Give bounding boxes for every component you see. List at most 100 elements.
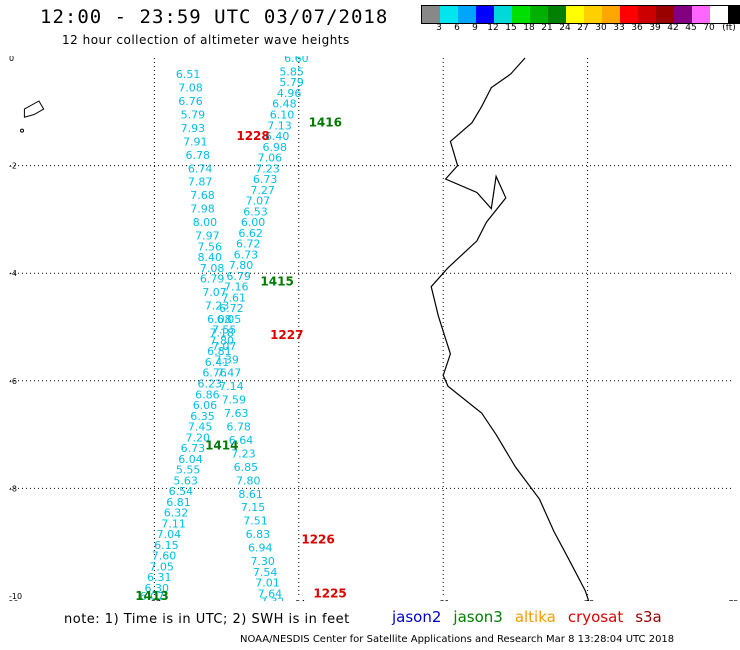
swh-reading: 6.32: [164, 507, 189, 520]
swh-reading: 6.30: [145, 582, 170, 595]
swh-reading: 5.55: [176, 464, 201, 477]
swh-reading: 6.76: [178, 95, 203, 108]
swh-reading: 7.05: [149, 560, 174, 573]
swh-reading: 7.80: [236, 474, 261, 487]
swh-reading: 6.23: [198, 377, 223, 390]
swh-reading: 7.56: [198, 240, 223, 253]
swh-reading: 6.04: [178, 453, 203, 466]
swh-reading: 5.85: [279, 65, 304, 78]
legend-entry-jason3: jason3: [453, 608, 503, 626]
swh-reading: 6.78: [226, 421, 251, 434]
color-scale-label: 27: [577, 23, 589, 33]
color-swatch: [548, 6, 566, 23]
color-scale-label: 42: [667, 23, 679, 33]
swh-reading: 7.06: [258, 152, 283, 165]
swh-reading: 7.13: [267, 119, 292, 132]
swh-reading: 7.80: [210, 334, 235, 347]
swh-reading: 6.10: [270, 108, 295, 121]
swh-reading: 7.54: [253, 566, 278, 579]
swh-reading: 6.64: [229, 434, 254, 447]
swh-reading: 7.16: [224, 281, 249, 294]
color-swatch: [584, 6, 602, 23]
swh-reading: 6.05: [217, 313, 242, 326]
swh-reading: 8.00: [193, 216, 218, 229]
swh-reading: 7.61: [222, 291, 247, 304]
swh-reading: 7.39: [214, 353, 239, 366]
swh-reading: 5.79: [181, 108, 206, 121]
pass-time-label: 1416: [309, 116, 342, 130]
color-swatch: [620, 6, 638, 23]
swh-reading: 6.06: [193, 399, 218, 412]
color-swatch: [674, 6, 692, 23]
swh-reading: 6.85: [234, 461, 259, 474]
color-scale-label: (ft): [722, 23, 736, 33]
swh-reading: 5.63: [173, 474, 198, 487]
swh-reading: 6.74: [188, 162, 213, 175]
swh-reading: 6.35: [190, 410, 215, 423]
swh-reading: 6.83: [246, 528, 271, 541]
swh-reading: 7.08: [200, 262, 225, 275]
swh-reading: 6.81: [207, 345, 232, 358]
swh-reading: 7.11: [161, 517, 186, 530]
axis-tick-labels: -90 -87 -84 -81 -78 -75 0 -2 -4 -6 -8 -10: [8, 56, 738, 601]
swh-reading: 6.86: [195, 388, 220, 401]
island-outline: [23, 100, 45, 118]
swh-reading: 6.73: [181, 442, 206, 455]
color-swatch: [494, 6, 512, 23]
color-swatch: [656, 6, 674, 23]
color-swatch: [710, 6, 728, 23]
legend-entry-s3a: s3a: [635, 608, 662, 626]
swh-reading: 6.81: [166, 496, 191, 509]
longitude-tick-label: -75: [725, 599, 738, 601]
pass-time-label: 1228: [236, 129, 269, 143]
island-outline: [20, 128, 25, 133]
pass-time-label: 1225: [313, 586, 346, 600]
swh-reading: 8.61: [238, 488, 263, 501]
chart-title: 12:00 - 23:59 UTC 03/07/2018: [40, 6, 389, 28]
swh-reading: 7.60: [152, 550, 177, 563]
color-scale-label: 39: [649, 23, 661, 33]
swh-reading: 7.04: [157, 528, 182, 541]
color-scale-bar: [421, 5, 740, 24]
swh-reading: 7.27: [250, 184, 275, 197]
color-scale-label: 24: [559, 23, 571, 33]
latitude-tick-label: -10: [9, 592, 22, 601]
credit-line: NOAA/NESDIS Center for Satellite Applica…: [240, 634, 675, 645]
latitude-tick-label: -4: [9, 269, 17, 278]
swh-reading: 7.98: [190, 203, 215, 216]
swh-reading: 7.63: [224, 407, 249, 420]
longitude-tick-label: -81: [437, 599, 450, 601]
color-swatch: [602, 6, 620, 23]
color-scale-label: 45: [685, 23, 697, 33]
swh-reading: 6.07: [140, 590, 165, 601]
swh-reading: 7.47: [217, 367, 242, 380]
altimeter-readings: 6.605.855.794.966.486.107.136.406.987.06…: [135, 56, 346, 601]
swh-reading: 7.23: [231, 447, 256, 460]
swh-reading: 7.91: [183, 135, 208, 148]
legend-entry-altika: altika: [514, 608, 556, 626]
color-swatch: [728, 6, 740, 23]
swh-reading: 7.80: [229, 259, 254, 272]
swh-reading: 6.51: [176, 68, 201, 81]
chart-subtitle: 12 hour collection of altimeter wave hei…: [62, 33, 350, 47]
color-scale-label: 6: [454, 23, 460, 33]
swh-reading: 7.87: [188, 176, 213, 189]
color-swatch: [458, 6, 476, 23]
swh-reading: 6.08: [207, 313, 232, 326]
swh-reading: 7.07: [246, 195, 271, 208]
color-scale-label: 15: [505, 23, 517, 33]
swh-reading: 7.45: [188, 421, 213, 434]
swh-reading: 6.15: [154, 539, 179, 552]
swh-reading: 7.07: [202, 286, 227, 299]
longitude-tick-label: -78: [581, 599, 594, 601]
legend-entry-jason2: jason2: [392, 608, 442, 626]
swh-reading: 6.94: [248, 542, 273, 555]
swh-reading: 7.20: [185, 431, 210, 444]
color-swatch: [692, 6, 710, 23]
south-america-coastline: [430, 57, 590, 601]
swh-reading: 7.07: [212, 340, 237, 353]
swh-reading: 6.72: [219, 302, 244, 315]
color-swatch: [476, 6, 494, 23]
color-scale-label: 36: [631, 23, 643, 33]
footnote: note: 1) Time is in UTC; 2) SWH is in fe…: [64, 612, 350, 627]
